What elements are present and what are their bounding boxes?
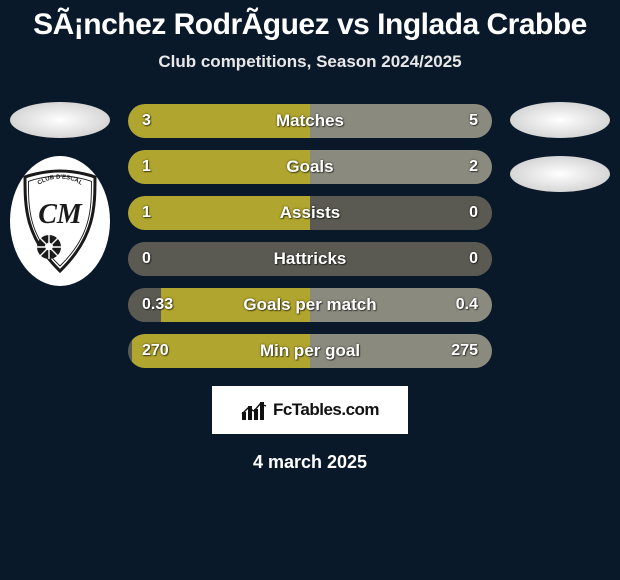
stat-row: 270 Min per goal 275 — [128, 334, 492, 368]
stat-left-value: 1 — [142, 204, 151, 222]
left-side: CLUB D'ESCAL CM — [10, 102, 110, 286]
stat-label: Min per goal — [260, 341, 360, 361]
stat-right-value: 5 — [469, 112, 478, 130]
subtitle: Club competitions, Season 2024/2025 — [158, 52, 461, 72]
stat-overlay: 1 Goals 2 — [128, 150, 492, 184]
stat-label: Matches — [276, 111, 344, 131]
club-badge-left: CLUB D'ESCAL CM — [10, 156, 110, 286]
stat-row: 1 Goals 2 — [128, 150, 492, 184]
stat-overlay: 0.33 Goals per match 0.4 — [128, 288, 492, 322]
main-row: CLUB D'ESCAL CM 3 Matches 5 1 Goals 2 1 Assists… — [10, 102, 610, 368]
stat-label: Goals — [286, 157, 333, 177]
player-left-placeholder — [10, 102, 110, 138]
stat-right-value: 275 — [451, 342, 478, 360]
stat-overlay: 0 Hattricks 0 — [128, 242, 492, 276]
date-label: 4 march 2025 — [253, 452, 367, 473]
player-right-placeholder — [510, 102, 610, 138]
stat-label: Goals per match — [243, 295, 376, 315]
shield-icon: CLUB D'ESCAL CM — [19, 167, 101, 275]
stat-left-value: 0.33 — [142, 296, 173, 314]
stat-overlay: 270 Min per goal 275 — [128, 334, 492, 368]
club-right-placeholder — [510, 156, 610, 192]
right-side — [510, 102, 610, 192]
stat-right-value: 2 — [469, 158, 478, 176]
stat-right-value: 0 — [469, 204, 478, 222]
stat-row: 0.33 Goals per match 0.4 — [128, 288, 492, 322]
comparison-card: SÃ¡nchez RodrÃ­guez vs Inglada Crabbe Cl… — [0, 0, 620, 473]
stat-bars: 3 Matches 5 1 Goals 2 1 Assists 0 0 Hattricks 0 0.33… — [128, 102, 492, 368]
bar-chart-icon — [241, 400, 267, 420]
stat-row: 3 Matches 5 — [128, 104, 492, 138]
attribution-badge: FcTables.com — [212, 386, 408, 434]
stat-row: 1 Assists 0 — [128, 196, 492, 230]
stat-label: Assists — [280, 203, 340, 223]
stat-label: Hattricks — [274, 249, 347, 269]
stat-left-value: 1 — [142, 158, 151, 176]
svg-text:CM: CM — [38, 199, 83, 230]
stat-overlay: 1 Assists 0 — [128, 196, 492, 230]
stat-left-value: 3 — [142, 112, 151, 130]
stat-left-value: 270 — [142, 342, 169, 360]
stat-right-value: 0 — [469, 250, 478, 268]
attribution-text: FcTables.com — [273, 400, 379, 420]
stat-row: 0 Hattricks 0 — [128, 242, 492, 276]
page-title: SÃ¡nchez RodrÃ­guez vs Inglada Crabbe — [33, 8, 587, 42]
stat-left-value: 0 — [142, 250, 151, 268]
stat-right-value: 0.4 — [456, 296, 478, 314]
stat-overlay: 3 Matches 5 — [128, 104, 492, 138]
